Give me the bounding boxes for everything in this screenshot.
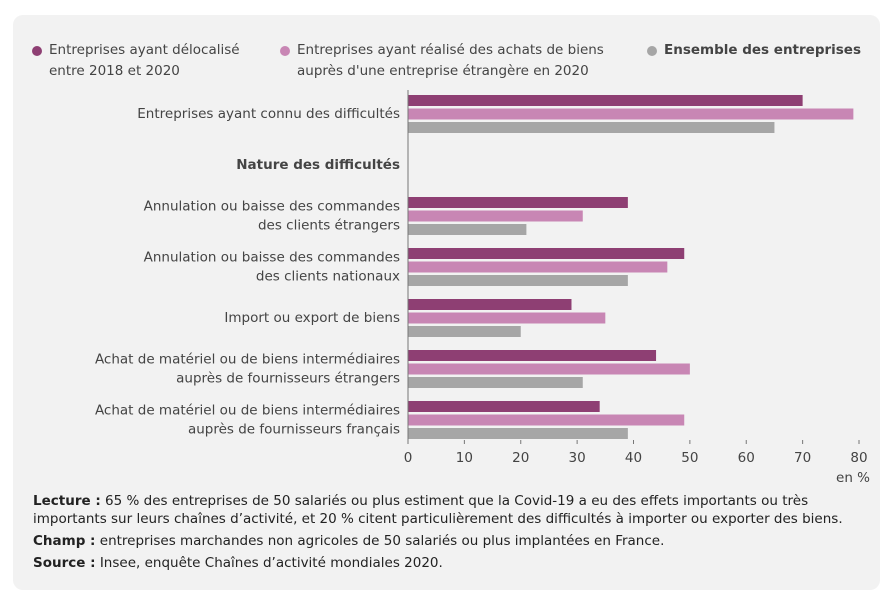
legend-swatch bbox=[280, 46, 290, 56]
x-tick-label: 20 bbox=[512, 450, 529, 466]
bar bbox=[408, 95, 803, 106]
note-text: Insee, enquête Chaînes d’activité mondia… bbox=[99, 555, 443, 571]
bar bbox=[408, 401, 600, 412]
x-tick-label: 50 bbox=[681, 450, 698, 466]
bar bbox=[408, 428, 628, 439]
x-tick-label: 80 bbox=[850, 450, 867, 466]
note-label: Source : bbox=[33, 555, 96, 571]
x-tick-label: 70 bbox=[794, 450, 811, 466]
bar bbox=[408, 210, 583, 222]
x-tick-label: 60 bbox=[738, 450, 755, 466]
legend-swatch bbox=[32, 46, 42, 56]
bar bbox=[408, 197, 628, 208]
bar bbox=[408, 224, 527, 235]
x-tick-label: 0 bbox=[404, 450, 413, 466]
legend-label: Entreprises ayant délocalisé entre 2018 e… bbox=[49, 42, 240, 79]
note-label: Champ : bbox=[33, 533, 96, 549]
bar bbox=[408, 350, 657, 361]
note-text: 65 % des entreprises de 50 salariés ou p… bbox=[33, 493, 843, 527]
x-tick-label: 10 bbox=[456, 450, 473, 466]
category-label: Entreprises ayant connu des difficultés bbox=[137, 106, 400, 122]
category-label: Annulation ou baisse des commandes des cl… bbox=[144, 199, 400, 234]
x-axis-label: en % bbox=[836, 470, 870, 486]
legend-swatch bbox=[647, 46, 657, 56]
bar bbox=[408, 377, 583, 388]
category-label: Achat de matériel ou de biens intermédia… bbox=[95, 403, 400, 438]
legend-label: Ensemble des entreprises bbox=[664, 42, 861, 58]
bar bbox=[408, 275, 628, 286]
bar bbox=[408, 363, 690, 375]
bar bbox=[408, 122, 775, 133]
note: Source : Insee, enquête Chaînes d’activi… bbox=[33, 554, 873, 572]
category-label: Import ou export de biens bbox=[224, 310, 400, 326]
note-text: entreprises marchandes non agricoles de … bbox=[99, 533, 665, 549]
bar bbox=[408, 261, 668, 273]
note-label: Lecture : bbox=[33, 493, 101, 509]
category-label: Achat de matériel ou de biens intermédia… bbox=[95, 352, 400, 387]
bar bbox=[408, 108, 854, 120]
bar bbox=[408, 326, 521, 337]
note: Champ : entreprises marchandes non agric… bbox=[33, 532, 873, 550]
x-tick-label: 40 bbox=[625, 450, 642, 466]
notes: Lecture : 65 % des entreprises de 50 sal… bbox=[33, 492, 873, 576]
bar bbox=[408, 299, 572, 310]
bar bbox=[408, 414, 685, 426]
bar bbox=[408, 248, 685, 259]
legend-label: Entreprises ayant réalisé des achats de … bbox=[297, 42, 604, 79]
category-label: Annulation ou baisse des commandes des cl… bbox=[144, 250, 400, 285]
note: Lecture : 65 % des entreprises de 50 sal… bbox=[33, 492, 873, 528]
bar bbox=[408, 312, 606, 324]
x-tick-label: 30 bbox=[569, 450, 586, 466]
category-label: Nature des difficultés bbox=[236, 157, 400, 173]
